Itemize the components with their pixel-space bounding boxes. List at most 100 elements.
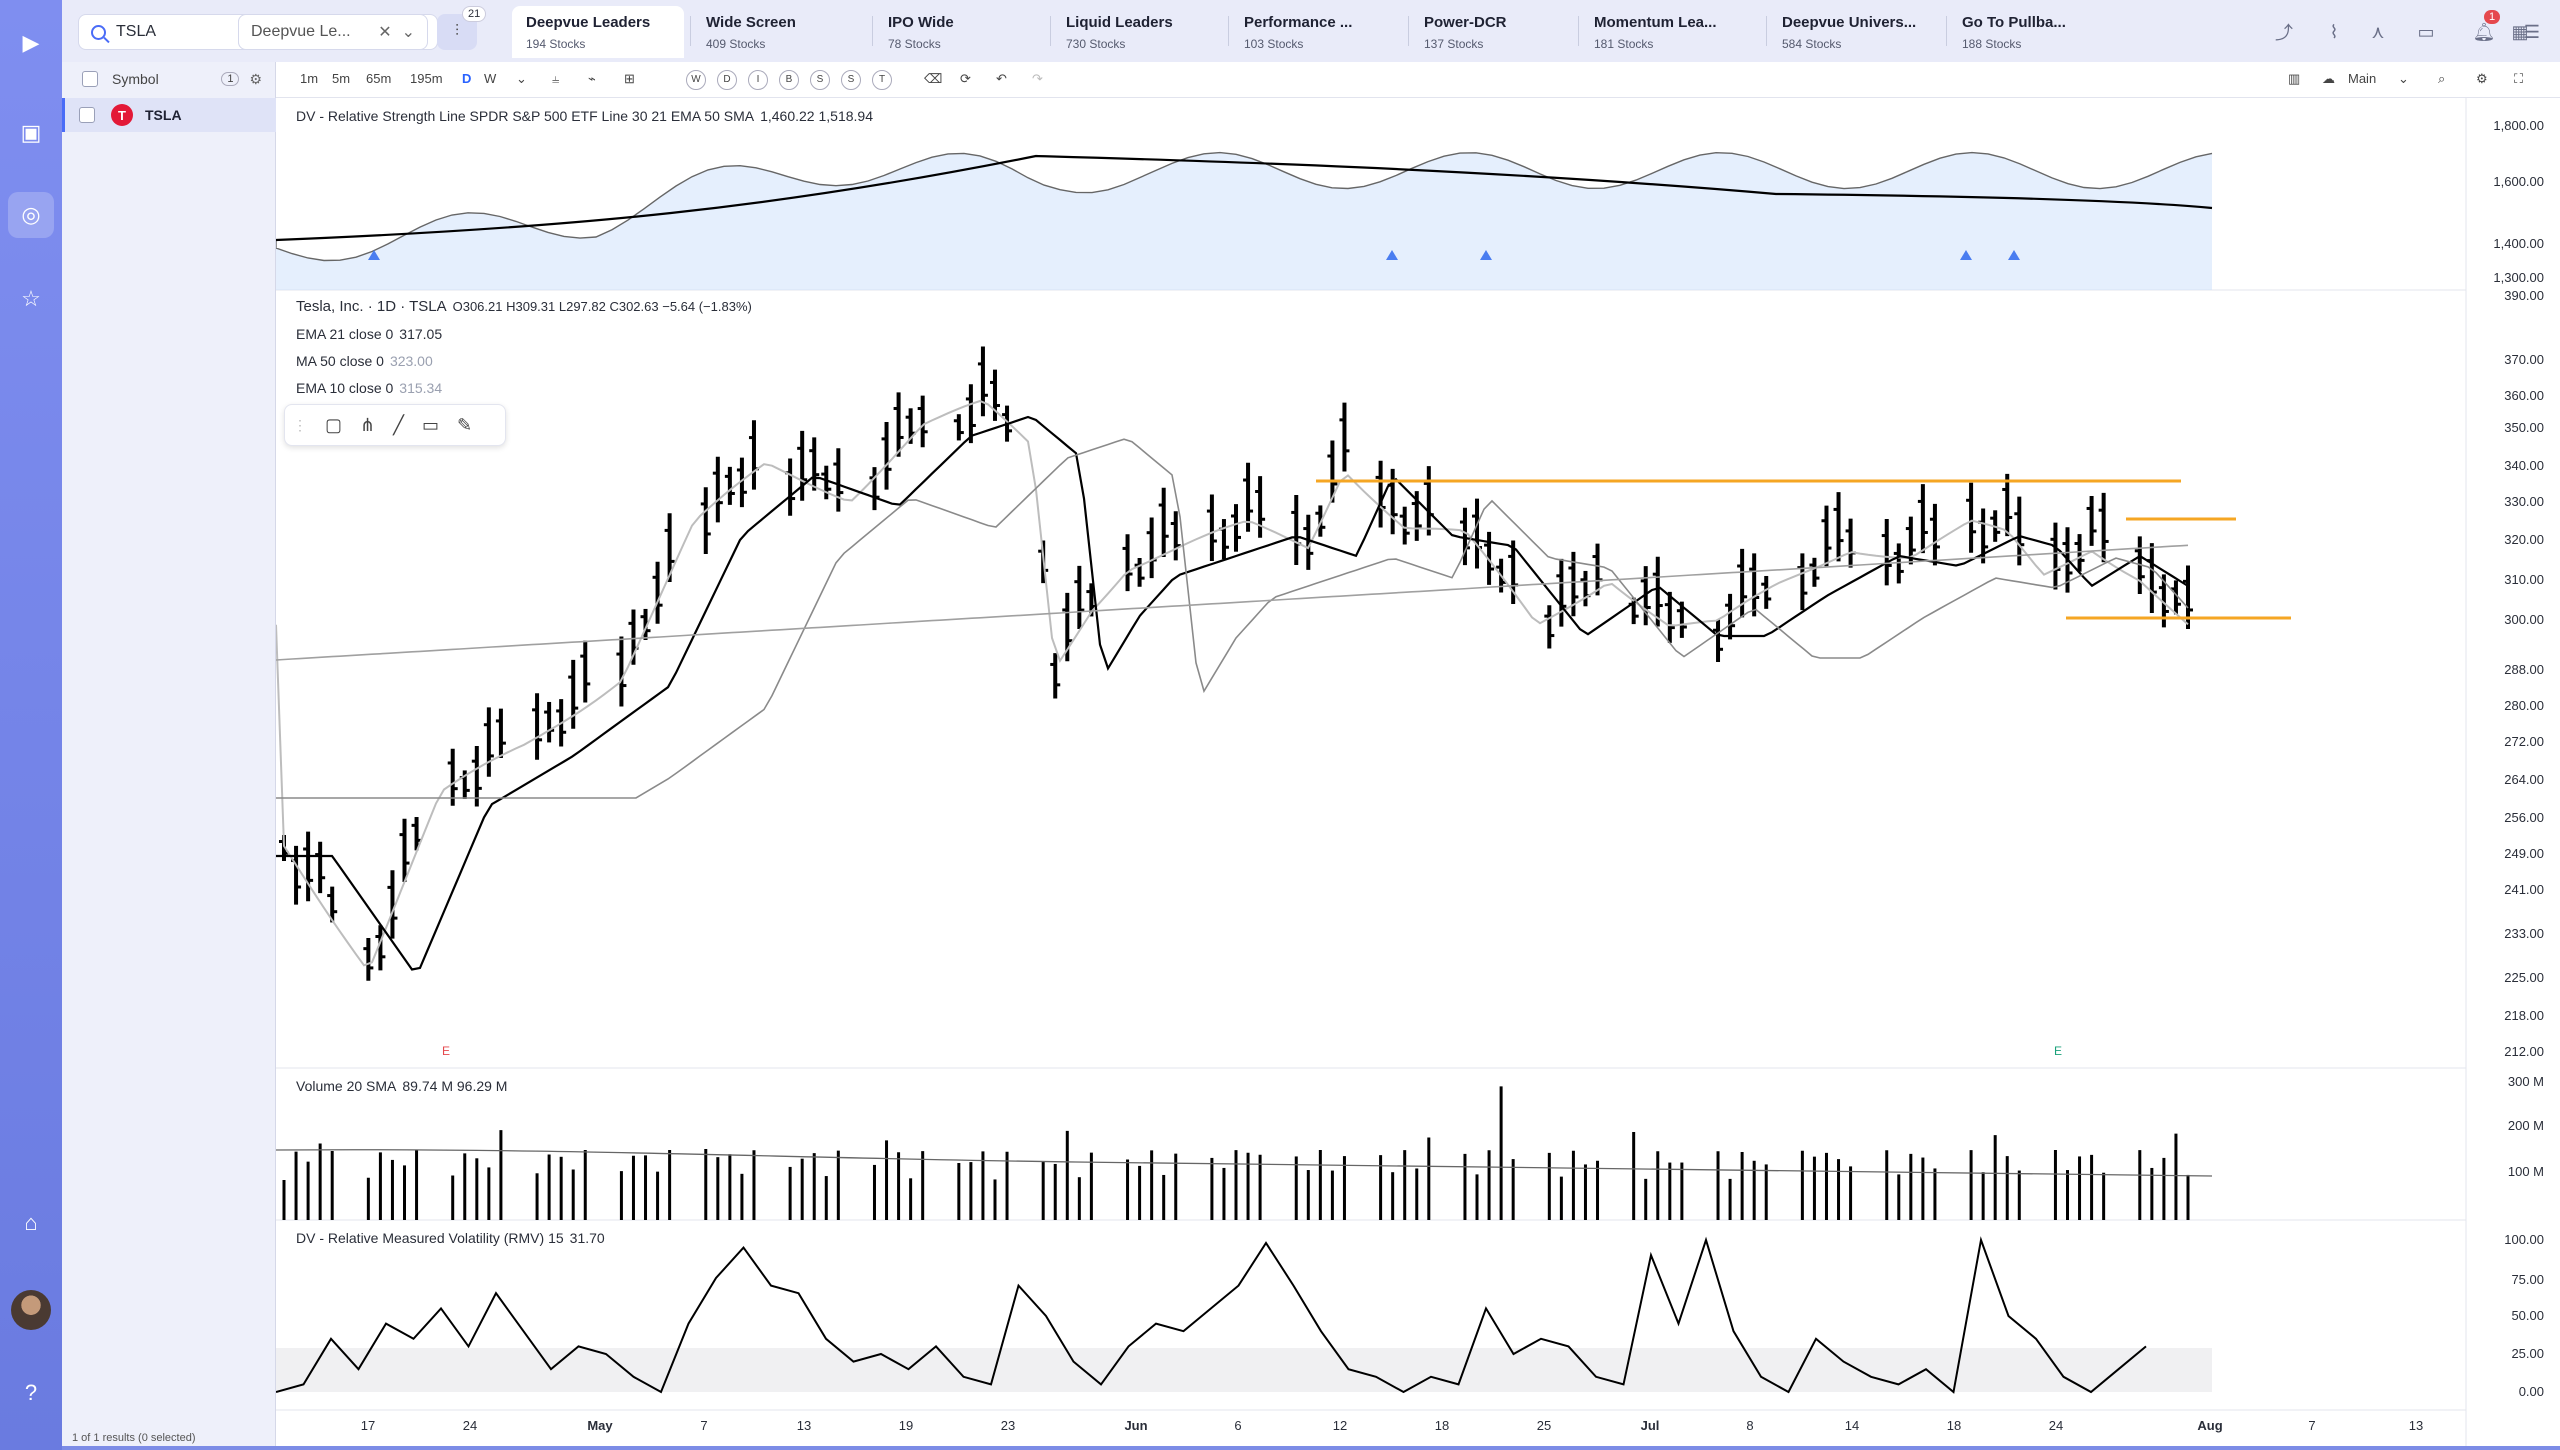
watchlist-tab-8[interactable]: Deepvue Univers... 584 Stocks [1768,6,1936,58]
price-axis-tick: 390.00 [2504,288,2544,303]
trendline-tool-icon[interactable]: ╱ [393,414,404,435]
bell-icon[interactable]: 🔔︎ [2472,21,2496,42]
date-axis-tick: Jun [1124,1418,1148,1433]
ohlc-values: O306.21 H309.31 L297.82 C302.63 −5.64 (−… [452,299,752,314]
date-axis-tick: 14 [1844,1418,1860,1433]
ema10-label: EMA 10 close 0 [296,380,394,396]
date-axis-tick: May [587,1418,613,1433]
chart-line-icon[interactable]: ⌇ [2329,21,2339,42]
price-axis-tick: 300.00 [2504,612,2544,627]
chart-canvas[interactable] [276,98,2560,1446]
logo-icon[interactable]: ▶ [22,30,40,55]
select-all-checkbox[interactable] [82,71,98,87]
earnings-marker[interactable]: E [2054,1044,2063,1058]
price-axis-tick: 264.00 [2504,772,2544,787]
refresh-icon[interactable]: ⟳ [960,71,971,86]
watchlist-tab-1[interactable]: Deepvue Leaders 194 Stocks [512,6,684,58]
watchlist-tab-5[interactable]: Performance ... 103 Stocks [1230,6,1398,58]
list-icon[interactable]: ☰ [2523,21,2541,42]
grid-icon[interactable]: ▦ [2511,21,2529,42]
rectangle-tool-icon[interactable]: ▢ [325,414,343,435]
row-checkbox[interactable] [79,107,95,123]
interval-195m[interactable]: 195m [410,71,443,86]
more-intervals-chevron-icon[interactable]: ⌄ [516,71,527,86]
drag-handle-icon[interactable]: ⋮ [293,416,307,433]
interval-65m[interactable]: 65m [366,71,392,86]
layout-icon[interactable]: ▭ [2417,21,2435,42]
tab-separator [872,16,873,46]
redo-icon[interactable]: ↷ [1032,71,1043,86]
toggle-i-2[interactable]: I [748,70,768,90]
ema21-value: 317.05 [399,326,443,342]
price-axis-tick: 330.00 [2504,494,2544,509]
rmv-axis-tick: 100.00 [2504,1232,2544,1247]
panel-layout-icon[interactable]: ▥ [2288,71,2301,86]
chart-area[interactable]: DV - Relative Strength Line SPDR S&P 500… [276,98,2560,1446]
earnings-marker[interactable]: E [442,1044,451,1058]
volume-axis-tick: 300 M [2507,1074,2544,1089]
tab-label: Performance ... [1244,14,1353,31]
eraser-icon[interactable]: ⌫ [924,71,943,86]
toggle-t-6[interactable]: T [872,70,892,90]
tab-stock-count: 78 Stocks [888,37,941,51]
watchlist-tab-3[interactable]: IPO Wide 78 Stocks [874,6,1040,58]
interval-5m[interactable]: 5m [332,71,351,86]
chart-type-icon[interactable]: ⌁ [588,71,596,86]
rmv-low-zone [276,1348,2212,1392]
chevron-down-icon[interactable]: ⌄ [401,24,415,41]
star-icon[interactable]: ☆ [21,286,41,311]
chart-settings-icon[interactable]: ⚙ [2476,71,2488,86]
interval-1m[interactable]: 1m [300,71,319,86]
date-axis-tick: Jul [1640,1418,1660,1433]
compare-icon[interactable]: ⋏ [2371,21,2385,42]
watchlist-row-tsla[interactable]: T TSLA [62,98,276,132]
layout-name[interactable]: Main [2348,71,2377,86]
education-icon[interactable]: ⌂ [24,1210,38,1235]
toggle-d-1[interactable]: D [717,70,737,90]
ma200-line [276,544,2189,661]
rs-legend-label: DV - Relative Strength Line SPDR S&P 500… [296,108,755,124]
rs-new-high-marker [2008,250,2020,260]
settings-gear-icon[interactable]: ⚙ [249,70,262,87]
note-tool-icon[interactable]: ▭ [421,414,439,435]
tab-label: Wide Screen [706,14,796,31]
toggle-b-3[interactable]: B [779,70,799,90]
date-axis-tick: 25 [1536,1418,1552,1433]
toggle-s-5[interactable]: S [841,70,861,90]
undo-icon[interactable]: ↶ [996,71,1007,86]
tab-stock-count: 103 Stocks [1244,37,1304,51]
toggle-s-4[interactable]: S [810,70,830,90]
interval-w[interactable]: W [484,71,497,86]
avatar[interactable] [11,1290,51,1330]
search-icon [91,24,106,40]
symbol-column-header[interactable]: Symbol [112,71,159,87]
price-axis-tick: 212.00 [2504,1044,2544,1059]
drawing-toolbar: ⋮ ▢ ⋔ ╱ ▭ ✎ [284,404,506,446]
interval-d[interactable]: D [462,71,472,86]
price-axis-tick: 249.00 [2504,846,2544,861]
charts-icon[interactable]: ◎ [8,192,54,238]
toggle-w-0[interactable]: W [686,70,706,90]
fullscreen-icon[interactable]: ⛶ [2514,71,2524,86]
date-axis-tick: Aug [2197,1418,2223,1433]
watchlist-tab-9[interactable]: Go To Pullba... 188 Stocks [1948,6,2108,58]
layout-chevron-icon[interactable]: ⌄ [2398,71,2409,86]
cloud-save-icon[interactable]: ☁ [2322,71,2335,86]
share-icon[interactable]: ⤴ [2275,23,2293,43]
watchlist-tab-2[interactable]: Wide Screen 409 Stocks [692,6,862,58]
watchlist-tab-4[interactable]: Liquid Leaders 730 Stocks [1052,6,1218,58]
pitchfork-tool-icon[interactable]: ⋔ [360,414,376,435]
templates-icon[interactable]: ⊞ [624,71,635,86]
watchlist-tab-6[interactable]: Power-DCR 137 Stocks [1410,6,1568,58]
ema10-line [276,399,2189,967]
rmv-line [276,1236,2147,1394]
watchlist-dropdown[interactable]: Deepvue Le... ✕ ⌄ [238,14,428,50]
help-icon[interactable]: ? [24,1380,38,1405]
dashboard-icon[interactable]: ▣ [20,120,42,145]
indicators-icon[interactable]: ⫨ [552,71,560,86]
tab-stock-count: 730 Stocks [1066,37,1126,51]
brush-tool-icon[interactable]: ✎ [456,414,473,435]
watchlist-tab-7[interactable]: Momentum Lea... 181 Stocks [1580,6,1756,58]
clear-watchlist-icon[interactable]: ✕ [378,24,392,41]
zoom-icon[interactable]: ⌕ [2438,71,2446,86]
